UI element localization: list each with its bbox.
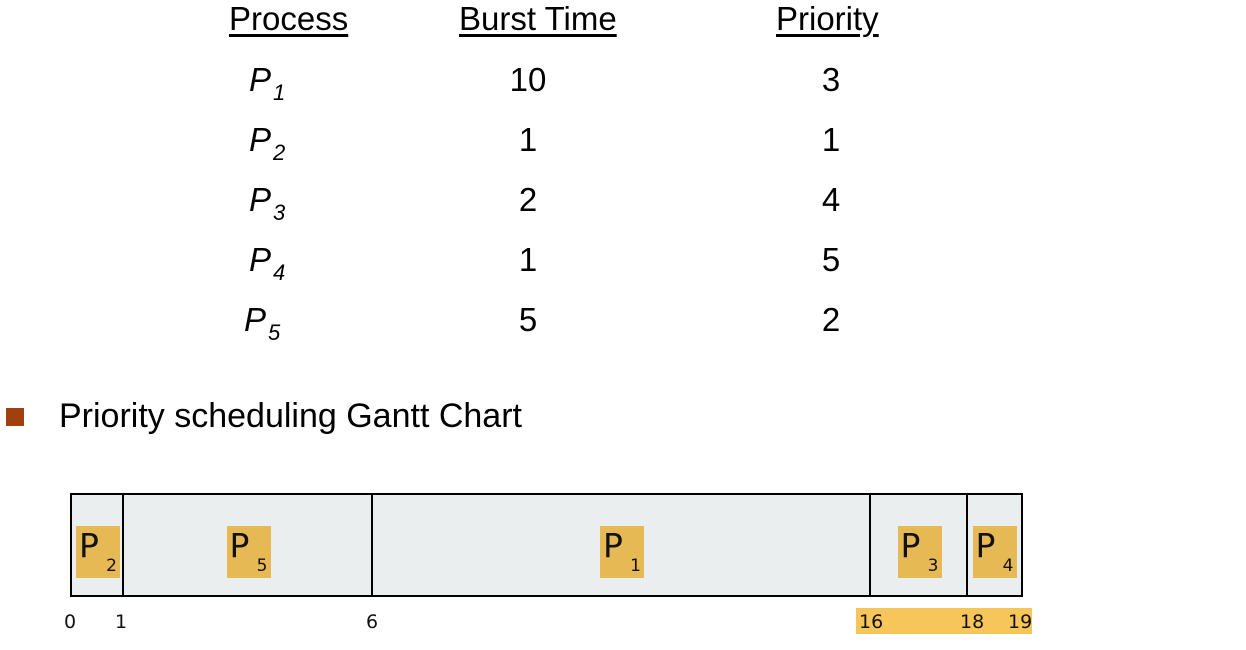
priority-value: 5 — [821, 241, 841, 278]
burst-time-value: 1 — [518, 241, 538, 278]
process-name: P4 — [249, 241, 285, 286]
header-burst-time: Burst Time — [459, 0, 617, 37]
gantt-tick-label: 0 — [64, 611, 77, 633]
gantt-process-letter: P — [975, 526, 996, 565]
gantt-tick-label: 6 — [366, 611, 379, 633]
priority-value: 4 — [821, 181, 841, 218]
process-letter: P — [249, 61, 272, 98]
process-subscript: 2 — [273, 140, 286, 165]
burst-time-value: 5 — [518, 301, 538, 338]
priority-value: 2 — [821, 301, 841, 338]
process-name: P2 — [249, 121, 285, 166]
gantt-tick-label: 16 — [859, 611, 884, 633]
process-name: P1 — [249, 61, 285, 106]
priority-value: 3 — [821, 61, 841, 98]
gantt-process-subscript: 3 — [927, 556, 939, 576]
gantt-process-letter: P — [229, 526, 250, 565]
gantt-process-subscript: 5 — [256, 556, 268, 576]
process-name: P5 — [244, 301, 280, 346]
header-process: Process — [229, 0, 349, 37]
bullet-square-icon — [6, 408, 24, 426]
process-letter: P — [249, 241, 272, 278]
gantt-process-subscript: 1 — [630, 556, 641, 576]
process-subscript: 3 — [273, 200, 286, 225]
process-subscript: 4 — [273, 260, 286, 285]
gantt-process-letter: P — [900, 526, 921, 565]
header-priority: Priority — [776, 0, 879, 37]
gantt-process-letter: P — [603, 526, 623, 565]
gantt-tick-label: 1 — [115, 611, 128, 633]
process-letter: P — [249, 181, 272, 218]
process-subscript: 1 — [273, 80, 286, 105]
gantt-process-subscript: 2 — [106, 556, 117, 576]
gantt-tick-label: 18 — [960, 611, 985, 633]
process-subscript: 5 — [268, 320, 281, 345]
burst-time-value: 10 — [509, 61, 547, 98]
burst-time-value: 2 — [518, 181, 538, 218]
priority-value: 1 — [821, 121, 841, 158]
process-letter: P — [249, 121, 272, 158]
process-letter: P — [244, 301, 267, 338]
gantt-process-subscript: 4 — [1002, 556, 1014, 576]
gantt-process-letter: P — [79, 526, 99, 565]
process-name: P3 — [249, 181, 285, 226]
gantt-tick-label: 19 — [1008, 611, 1033, 633]
tick-highlight-bar — [856, 608, 1032, 634]
burst-time-value: 1 — [518, 121, 538, 158]
bullet-title: Priority scheduling Gantt Chart — [59, 397, 522, 435]
